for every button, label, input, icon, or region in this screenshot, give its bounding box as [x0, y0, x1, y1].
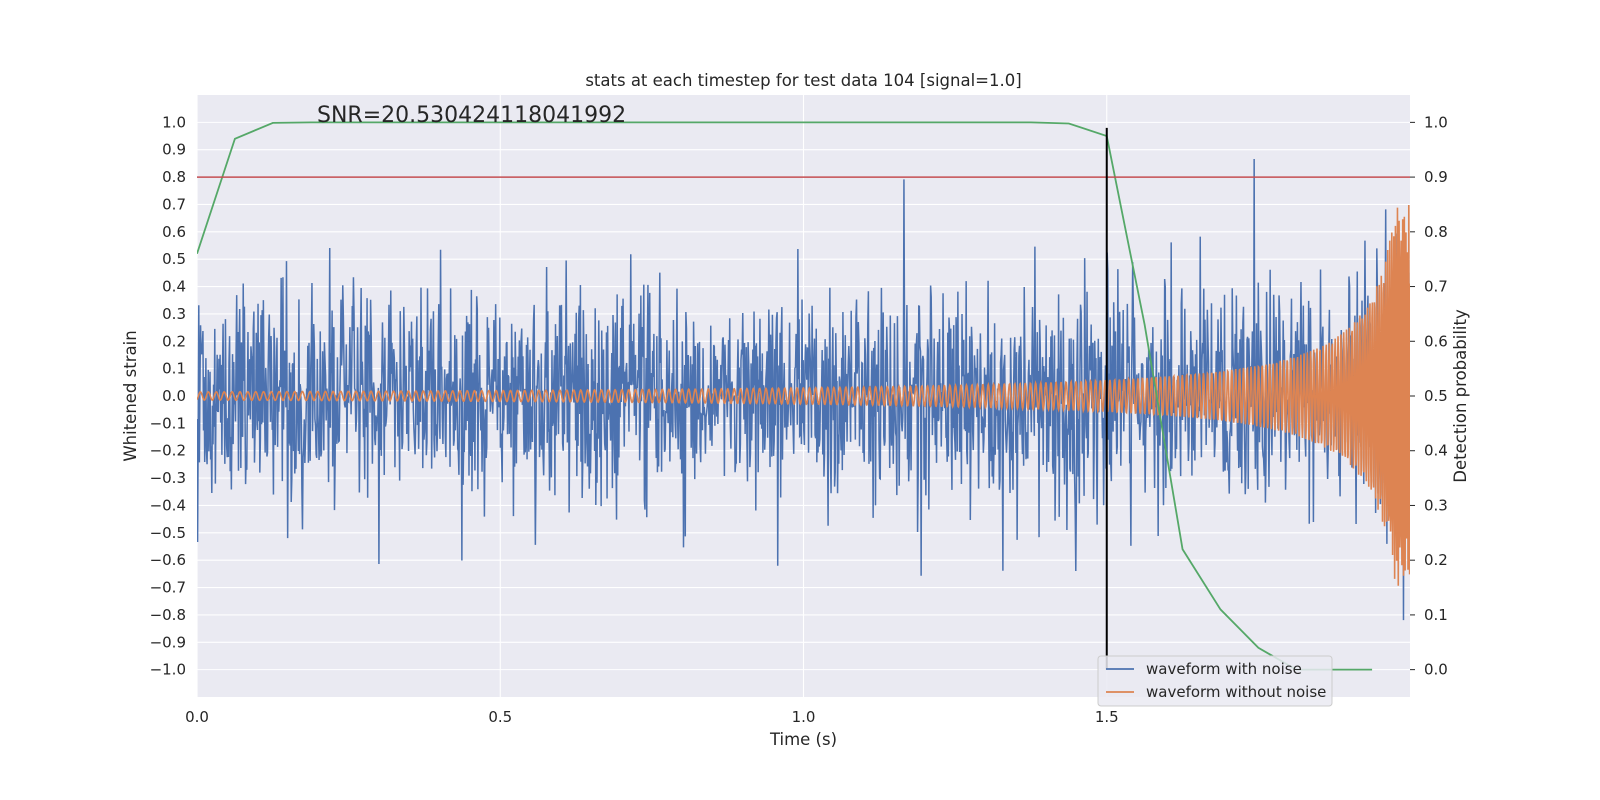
- x-axis-label: Time (s): [769, 730, 837, 749]
- y2-tick-label: 0.3: [1424, 496, 1448, 514]
- x-tick-label: 0.0: [185, 708, 209, 726]
- y2-tick-label: 0.1: [1424, 606, 1448, 624]
- series-layer: [197, 121, 1410, 671]
- y-tick-label: 0.4: [162, 278, 186, 296]
- x-tick-label: 1.5: [1095, 708, 1119, 726]
- y-tick-label: −0.3: [150, 469, 186, 487]
- y2-tick-label: 1.0: [1424, 113, 1448, 131]
- y-tick-label: 0.8: [162, 168, 186, 186]
- y-tick-label: −0.1: [150, 414, 186, 432]
- y-tick-label: −0.5: [150, 524, 186, 542]
- y-tick-label: −0.8: [150, 606, 186, 624]
- y-tick-label: 0.5: [162, 250, 186, 268]
- y2-tick-label: 0.7: [1424, 278, 1448, 296]
- y-tick-label: 0.9: [162, 141, 186, 159]
- y2-tick-label: 0.2: [1424, 551, 1448, 569]
- y-tick-label: −0.6: [150, 551, 186, 569]
- y-tick-label: 0.1: [162, 360, 186, 378]
- y-tick-label: 0.6: [162, 223, 186, 241]
- y-tick-label: 0.3: [162, 305, 186, 323]
- snr-annotation: SNR=20.530424118041992: [317, 103, 626, 128]
- x-tick-label: 1.0: [792, 708, 816, 726]
- y2-axis-label: Detection probability: [1451, 309, 1470, 483]
- y-tick-label: 1.0: [162, 113, 186, 131]
- series-waveform-without-noise: [197, 204, 1410, 586]
- y-axis-label: Whitened strain: [121, 330, 140, 461]
- y2-tick-label: 0.5: [1424, 387, 1448, 405]
- y-tick-label: 0.0: [162, 387, 186, 405]
- y2-tick-label: 0.0: [1424, 661, 1448, 679]
- reference-lines: [197, 127, 1410, 670]
- tick-labels: 1.0 0.9 0.8 0.7 0.6 0.5 0.4 0.3 0.2 0.1 0.0 −0.1 −0.…: [150, 113, 1448, 726]
- y-tick-label: −0.7: [150, 579, 186, 597]
- x-tick-label: 0.5: [488, 708, 512, 726]
- legend: waveform with noise waveform without noi…: [1097, 655, 1333, 707]
- y2-tick-label: 0.4: [1424, 442, 1448, 460]
- y-tick-label: −1.0: [150, 661, 186, 679]
- y2-tick-label: 0.6: [1424, 332, 1448, 350]
- y-tick-label: 0.2: [162, 332, 186, 350]
- legend-label-noise: waveform with noise: [1146, 660, 1302, 678]
- y2-tick-label: 0.8: [1424, 223, 1448, 241]
- y-tick-label: −0.2: [150, 442, 186, 460]
- legend-label-clean: waveform without noise: [1146, 683, 1326, 701]
- y-tick-label: −0.4: [150, 496, 186, 514]
- chart-title: stats at each timestep for test data 104…: [585, 71, 1021, 90]
- legend-box: [1097, 655, 1333, 707]
- y-tick-label: −0.9: [150, 633, 186, 651]
- y-tick-label: 0.7: [162, 195, 186, 213]
- series-detection-probability: [197, 121, 1373, 671]
- series-waveform-with-noise: [197, 158, 1410, 621]
- y2-tick-label: 0.9: [1424, 168, 1448, 186]
